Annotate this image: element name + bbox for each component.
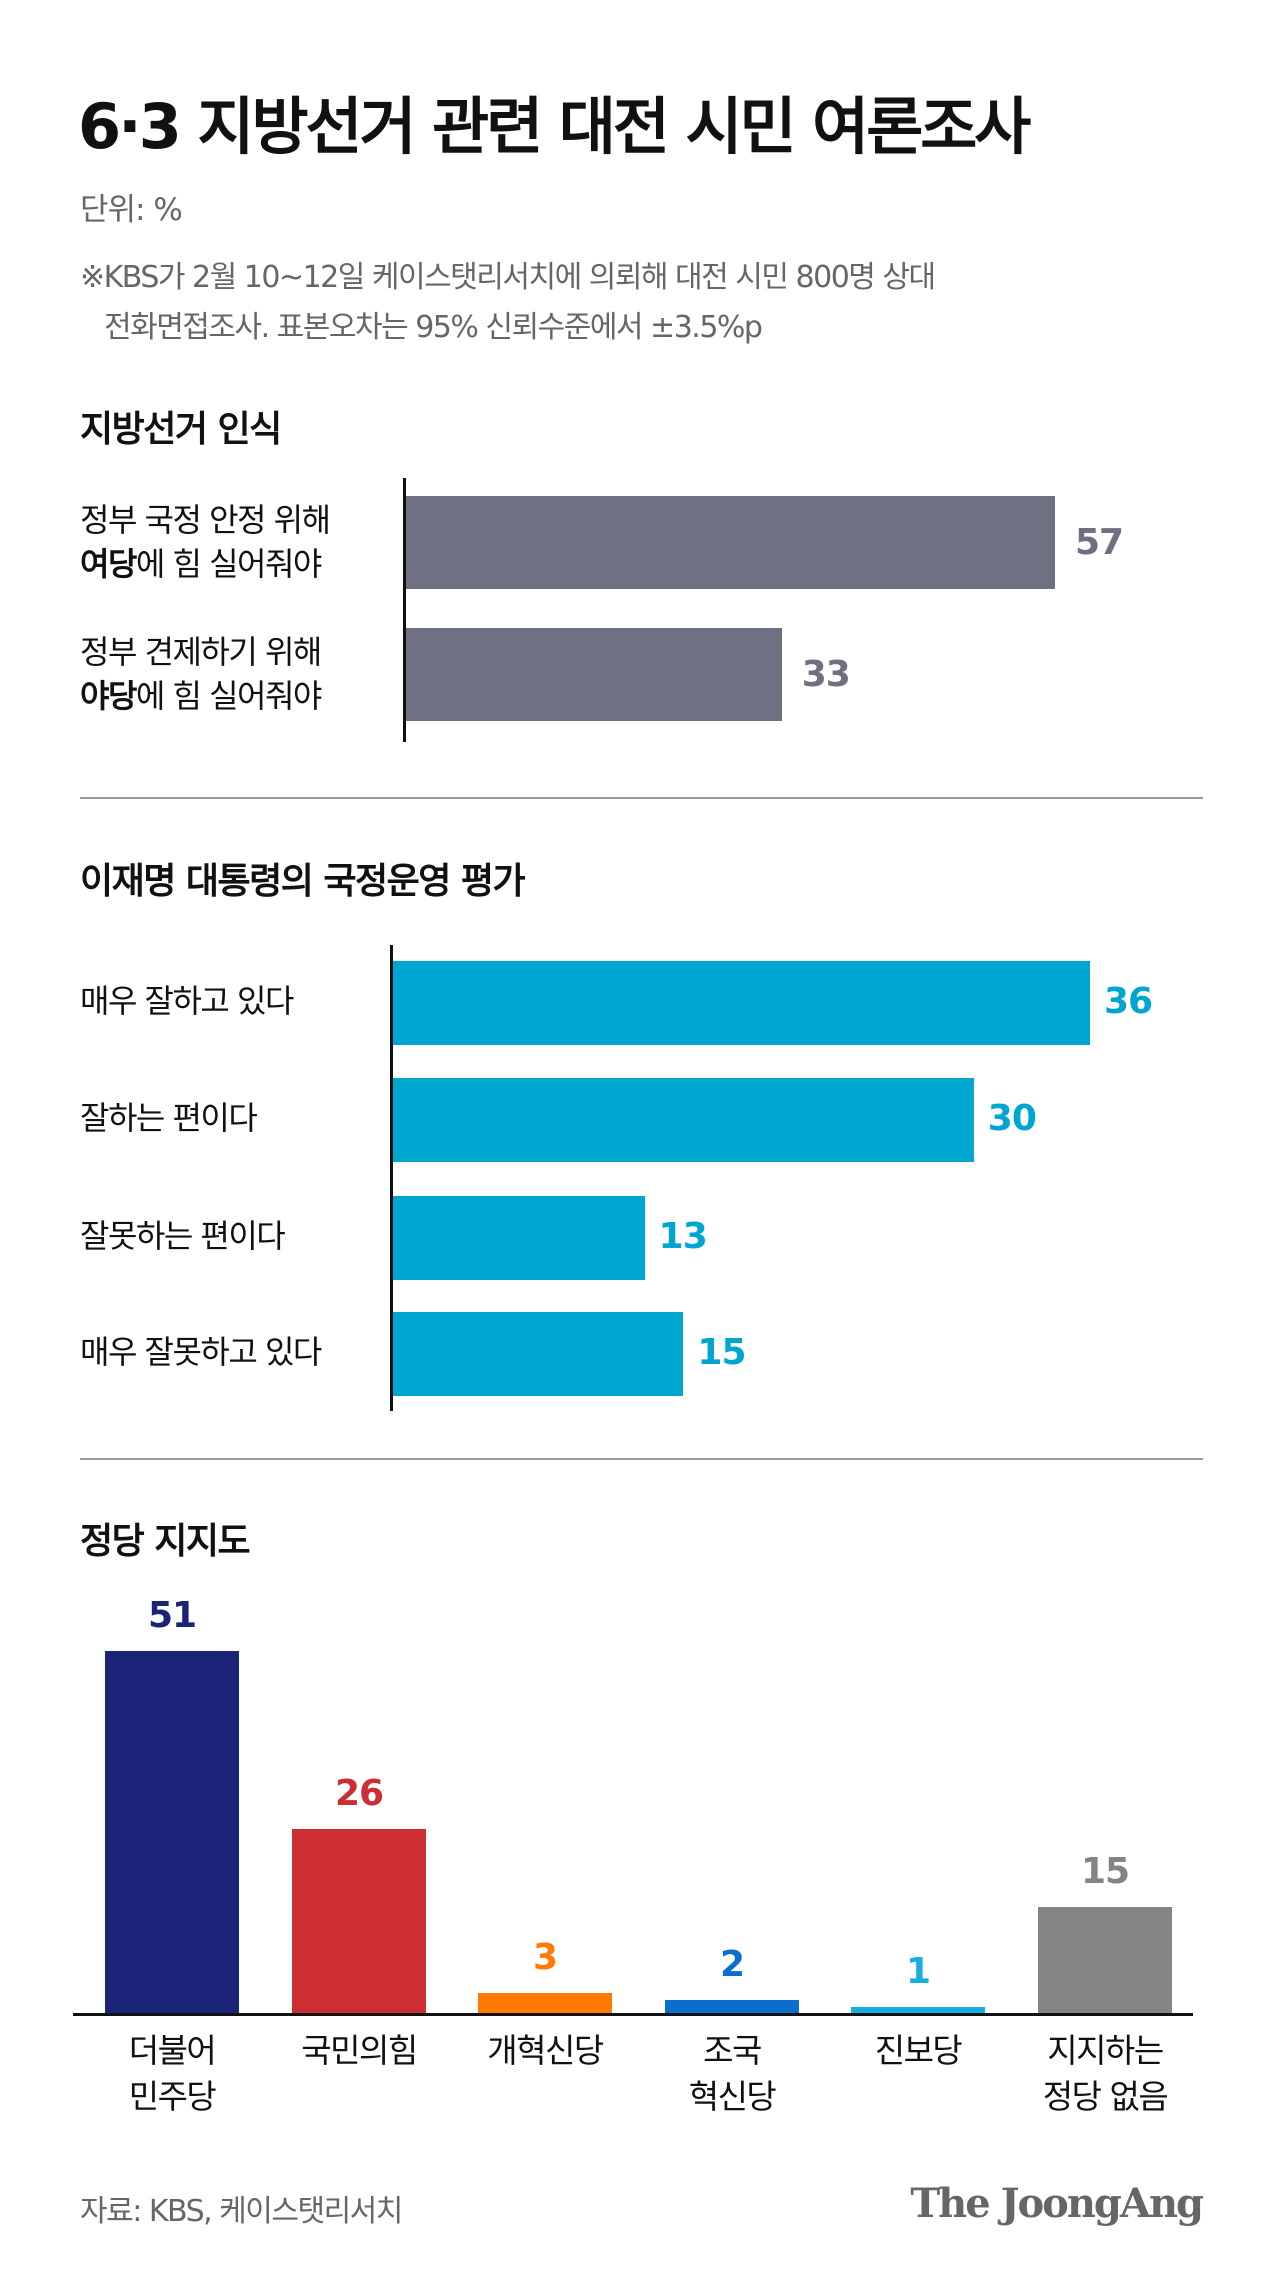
- category-label: 매우 잘못하고 있다: [80, 1333, 322, 1371]
- chart2-axis: [390, 945, 393, 1411]
- survey-note-2: 전화면접조사. 표본오차는 95% 신뢰수준에서 ±3.5%p: [104, 310, 763, 345]
- bar: [406, 628, 782, 721]
- unit-label: 단위: %: [80, 192, 183, 228]
- bar: [292, 1828, 426, 2014]
- data-label: 30: [987, 1098, 1037, 1139]
- category-label: 잘못하는 편이다: [80, 1217, 286, 1255]
- data-label: 1: [905, 1950, 931, 1992]
- section2-title: 이재명 대통령의 국정운영 평가: [80, 861, 526, 902]
- category-label: 정부 국정 안정 위해 여당에 힘 실어줘야: [80, 501, 331, 583]
- bar: [478, 1992, 612, 2014]
- data-label: 57: [1075, 522, 1124, 563]
- bar: [393, 961, 1090, 1045]
- data-label: 3: [532, 1936, 558, 1978]
- category-label: 진보당: [874, 2031, 963, 2070]
- category-label: 정부 견제하기 위해 야당에 힘 실어줘야: [80, 633, 322, 715]
- section1-title: 지방선거 인식: [80, 409, 282, 450]
- category-label: 잘하는 편이다: [80, 1099, 258, 1137]
- logo: The JoongAng: [910, 2180, 1204, 2227]
- category-label: 매우 잘하고 있다: [80, 982, 294, 1020]
- bar: [406, 496, 1055, 589]
- data-label: 36: [1103, 981, 1153, 1022]
- category-label: 개혁신당: [487, 2031, 604, 2070]
- chart3-baseline: [73, 2013, 1193, 2016]
- section3-title: 정당 지지도: [80, 1521, 251, 1562]
- category-label: 조국 혁신당: [688, 2031, 777, 2116]
- category-label: 더불어 민주당: [128, 2031, 217, 2116]
- data-label: 13: [658, 1216, 708, 1257]
- category-label: 지지하는 정당 없음: [1042, 2031, 1169, 2116]
- bar: [1038, 1907, 1172, 2014]
- chart1-axis: [403, 478, 406, 742]
- data-label: 15: [697, 1332, 746, 1373]
- divider: [80, 797, 1203, 799]
- survey-note: ※KBS가 2월 10~12일 케이스탯리서치에 의뢰해 대전 시민 800명 …: [80, 260, 936, 295]
- category-label: 국민의힘: [301, 2031, 418, 2070]
- bar: [105, 1650, 239, 2014]
- data-label: 26: [334, 1772, 384, 1814]
- bar: [393, 1078, 974, 1162]
- bar: [393, 1196, 645, 1280]
- data-label: 33: [801, 654, 851, 695]
- bar: [665, 1999, 799, 2014]
- bar: [393, 1312, 684, 1396]
- divider: [80, 1458, 1203, 1460]
- page-title: 6·3 지방선거 관련 대전 시민 여론조사: [78, 90, 1031, 163]
- source: 자료: KBS, 케이스탯리서치: [80, 2194, 403, 2229]
- data-label: 51: [147, 1594, 197, 1636]
- data-label: 15: [1080, 1851, 1130, 1893]
- bar: [851, 2006, 985, 2014]
- data-label: 2: [719, 1943, 745, 1985]
